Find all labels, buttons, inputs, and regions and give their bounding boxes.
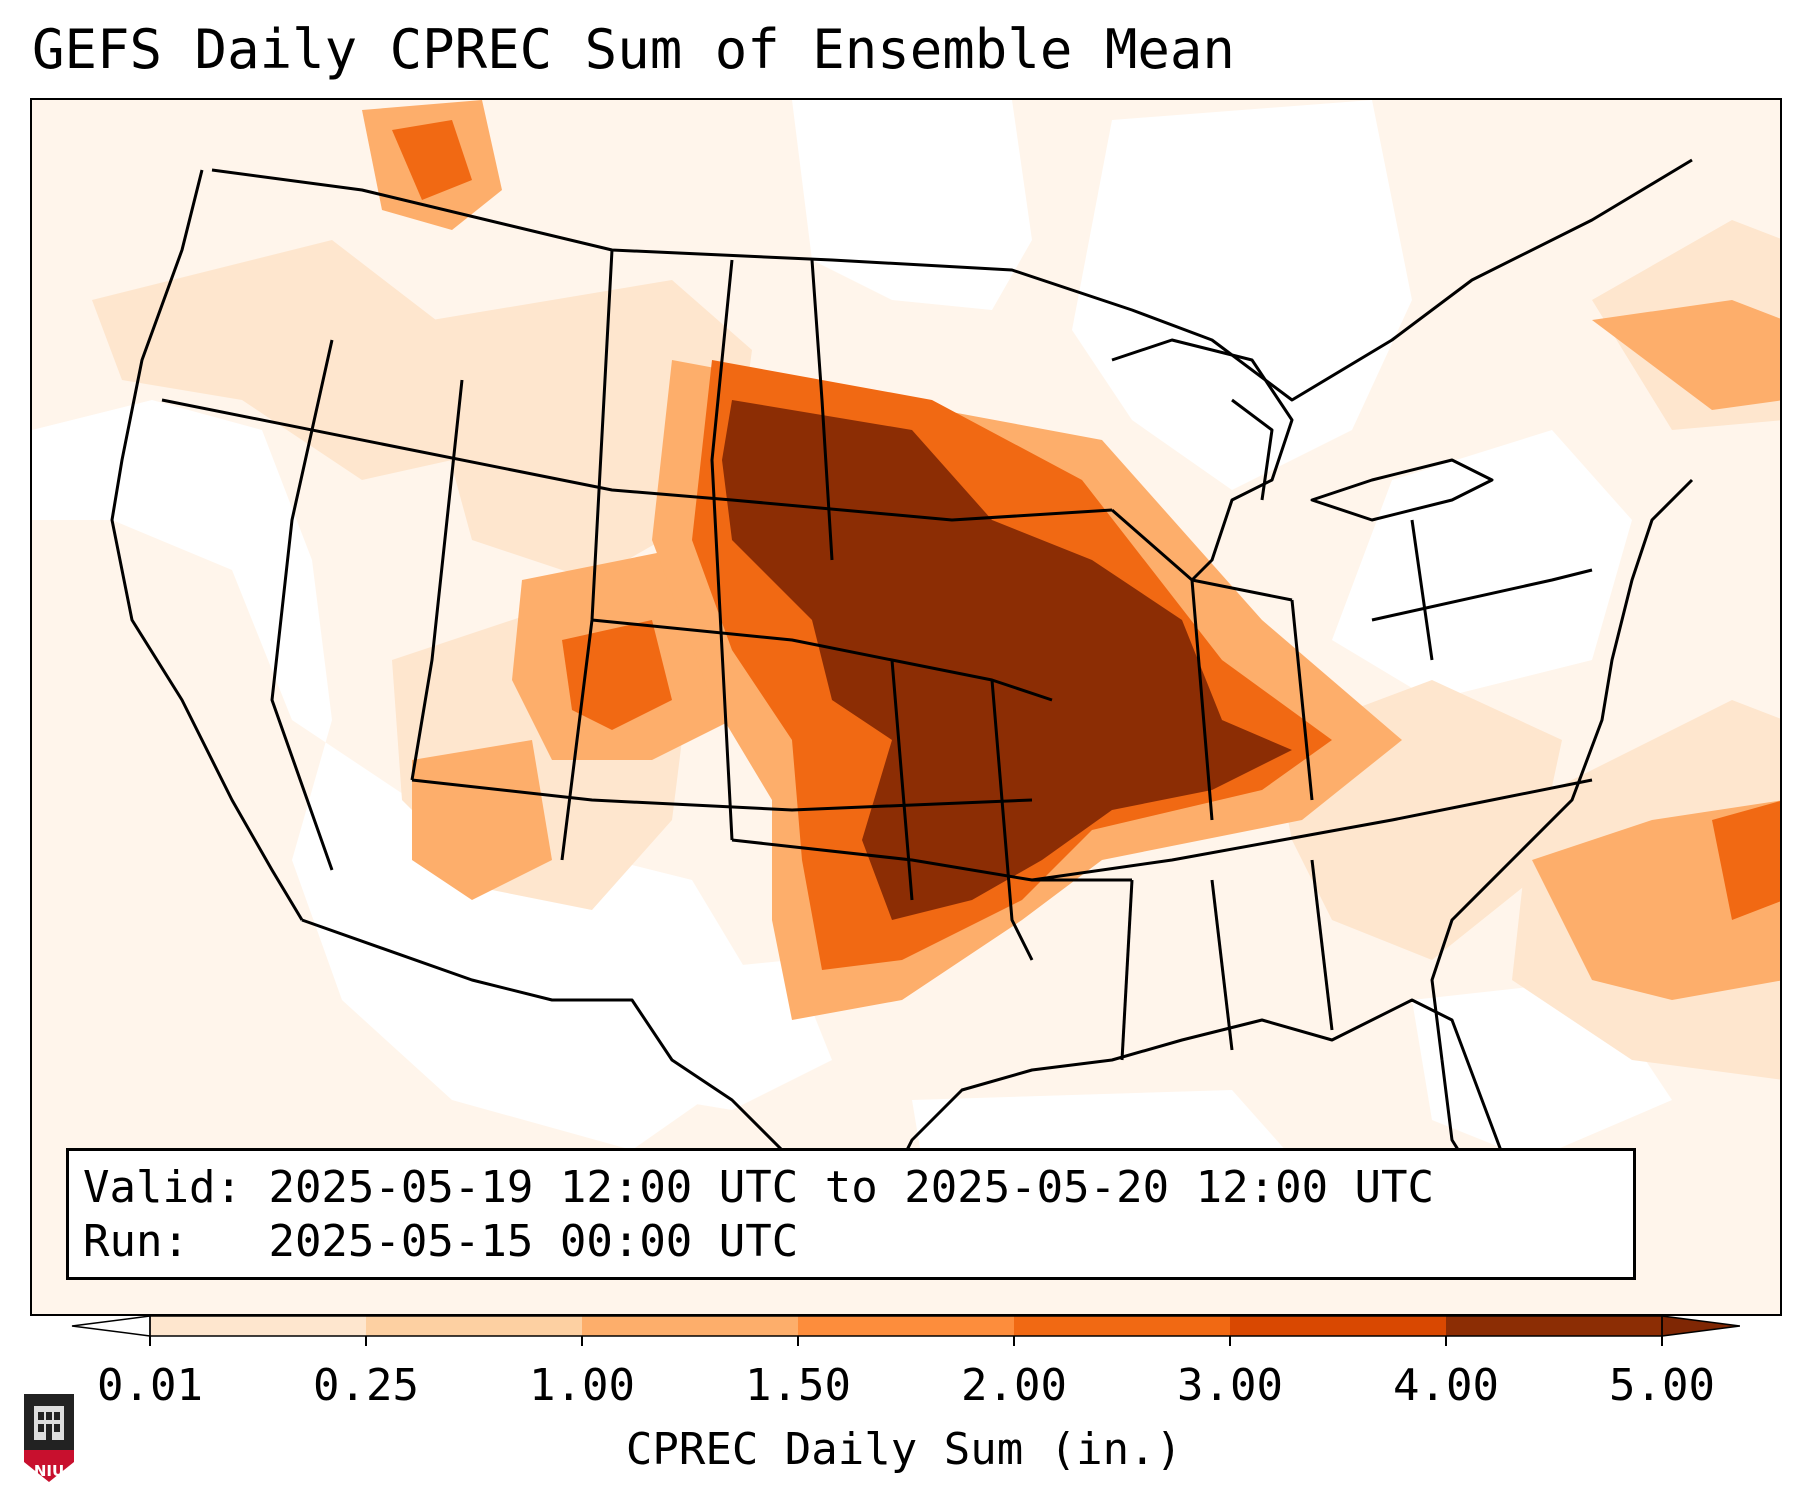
- niu-logo-icon: [24, 1394, 74, 1482]
- valid-row: Valid: 2025-05-19 12:00 UTC to 2025-05-2…: [83, 1161, 1619, 1215]
- colorbar-segment: [582, 1316, 798, 1336]
- precipitation-map: [32, 100, 1780, 1314]
- extreme-shading: [722, 400, 1292, 920]
- colorbar-tick-label: 5.00: [1609, 1360, 1715, 1411]
- colorbar-tick-label: 1.00: [529, 1360, 635, 1411]
- valid-time-box: Valid: 2025-05-19 12:00 UTC to 2025-05-2…: [66, 1148, 1636, 1280]
- colorbar-segment: [1230, 1316, 1446, 1336]
- valid-value: 2025-05-19 12:00 UTC to 2025-05-20 12:00…: [268, 1162, 1435, 1213]
- colorbar-segment: [1014, 1316, 1230, 1336]
- colorbar-over-arrow: [1661, 1315, 1740, 1337]
- colorbar-segment: [798, 1316, 1014, 1336]
- colorbar-segment: [150, 1316, 366, 1336]
- colorbar-border: [149, 1315, 1663, 1337]
- colorbar-label: CPREC Daily Sum (in.): [625, 1424, 1183, 1475]
- colorbar-under-arrow: [71, 1315, 151, 1337]
- colorbar-tick-label: 2.00: [961, 1360, 1067, 1411]
- valid-label: Valid:: [83, 1162, 242, 1213]
- colorbar: [71, 1315, 1740, 1346]
- map-panel: [30, 98, 1782, 1316]
- colorbar-tick-label: 3.00: [1177, 1360, 1283, 1411]
- colorbar-tick-label: 4.00: [1393, 1360, 1499, 1411]
- chart-title: GEFS Daily CPREC Sum of Ensemble Mean: [32, 18, 1235, 81]
- run-row: Run: 2025-05-15 00:00 UTC: [83, 1215, 1619, 1269]
- colorbar-tick-label: 0.01: [97, 1360, 203, 1411]
- dry-areas: [32, 100, 1672, 1250]
- niu-logo: NIU: [20, 1384, 78, 1484]
- niu-logo-text: NIU: [33, 1462, 65, 1480]
- colorbar-tick-label: 1.50: [745, 1360, 851, 1411]
- colorbar-tick-label: 0.25: [313, 1360, 419, 1411]
- run-value: 2025-05-15 00:00 UTC: [268, 1216, 799, 1267]
- colorbar-segment: [366, 1316, 582, 1336]
- colorbar-segment: [1446, 1316, 1662, 1336]
- run-label: Run:: [83, 1216, 189, 1267]
